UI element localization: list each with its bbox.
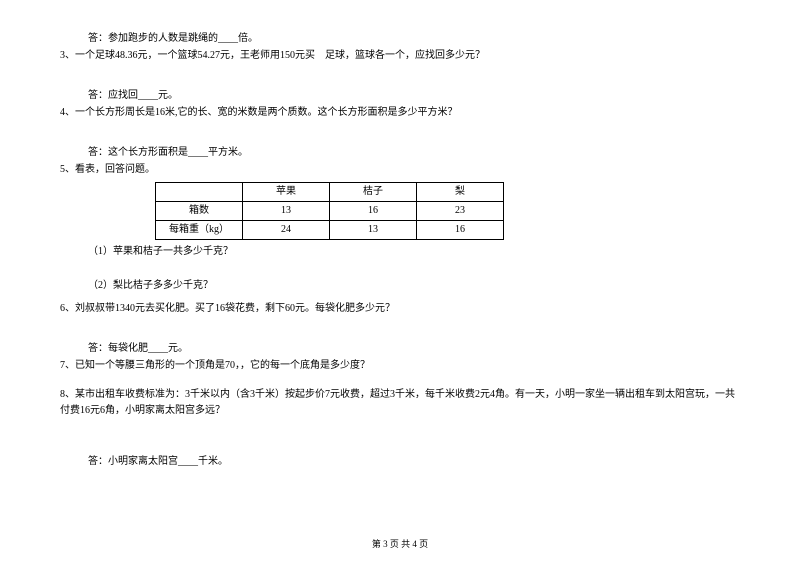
- table-cell: 24: [243, 221, 330, 240]
- q3-text: 3、一个足球48.36元，一个篮球54.27元，王老师用150元买 足球，篮球各…: [60, 48, 740, 64]
- table-cell: 13: [243, 202, 330, 221]
- q5-sub1: （1）苹果和桔子一共多少千克？: [88, 244, 740, 260]
- table-header-cell: [156, 183, 243, 202]
- table-cell: 23: [417, 202, 504, 221]
- q3-answer: 答：应找回____元。: [88, 88, 740, 104]
- table-header-cell: 梨: [417, 183, 504, 202]
- table-cell: 每箱重（kg）: [156, 221, 243, 240]
- q6-answer: 答：每袋化肥____元。: [88, 341, 740, 357]
- q5-sub2: （2）梨比桔子多多少千克？: [88, 278, 740, 294]
- q8-text: 8、某市出租车收费标准为：3千米以内（含3千米）按起步价7元收费，超过3千米，每…: [60, 387, 740, 419]
- table-row: 箱数 13 16 23: [156, 202, 504, 221]
- table-header-cell: 桔子: [330, 183, 417, 202]
- q4-text: 4、一个长方形周长是16米,它的长、宽的米数是两个质数。这个长方形面积是多少平方…: [60, 105, 740, 121]
- table-header-row: 苹果 桔子 梨: [156, 183, 504, 202]
- data-table: 苹果 桔子 梨 箱数 13 16 23 每箱重（kg） 24 13 16: [155, 182, 504, 240]
- page-content: 答：参加跑步的人数是跳绳的____倍。 3、一个足球48.36元，一个篮球54.…: [0, 0, 800, 481]
- q5-text: 5、看表，回答问题。: [60, 162, 740, 178]
- table-cell: 13: [330, 221, 417, 240]
- q8-answer: 答：小明家离太阳宫____千米。: [88, 454, 740, 470]
- table-cell: 16: [330, 202, 417, 221]
- q4-answer: 答：这个长方形面积是____平方米。: [88, 145, 740, 161]
- q2-answer: 答：参加跑步的人数是跳绳的____倍。: [88, 31, 740, 47]
- table-cell: 箱数: [156, 202, 243, 221]
- table-cell: 16: [417, 221, 504, 240]
- q7-text: 7、已知一个等腰三角形的一个顶角是70，，它的每一个底角是多少度？: [60, 358, 740, 374]
- q6-text: 6、刘叔叔带1340元去买化肥。买了16袋花费，剩下60元。每袋化肥多少元？: [60, 301, 740, 317]
- table-header-cell: 苹果: [243, 183, 330, 202]
- table-row: 每箱重（kg） 24 13 16: [156, 221, 504, 240]
- page-footer: 第 3 页 共 4 页: [0, 537, 800, 550]
